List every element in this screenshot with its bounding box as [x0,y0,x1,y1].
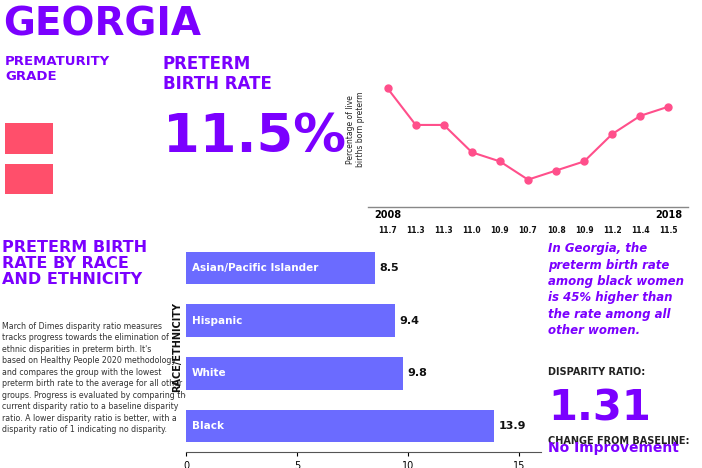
Text: 11.5: 11.5 [659,227,677,235]
Bar [186,304,395,337]
Text: March of Dimes disparity ratio measures
tracks progress towards the elimination : March of Dimes disparity ratio measures … [2,322,190,434]
Text: GEORGIA: GEORGIA [4,5,201,43]
Text: 10.9: 10.9 [491,227,509,235]
Text: In Georgia, the
preterm birth rate
among black women
is 45% higher than
the rate: In Georgia, the preterm birth rate among… [548,242,684,337]
Text: 11.3: 11.3 [435,227,453,235]
Text: 13.9: 13.9 [499,421,526,431]
Text: 11.4: 11.4 [631,227,649,235]
Text: 10.9: 10.9 [575,227,593,235]
Text: 11.7: 11.7 [378,227,397,235]
Text: No Improvement: No Improvement [548,441,679,455]
Y-axis label: RACE/ETHNICITY: RACE/ETHNICITY [172,302,182,392]
Bar [5,123,53,154]
Bar [186,357,404,390]
Text: White: White [192,368,226,378]
Bar [186,251,375,284]
Text: 8.5: 8.5 [379,263,399,273]
Text: DISPARITY RATIO:: DISPARITY RATIO: [548,367,645,377]
Text: Black: Black [192,421,223,431]
Text: CHANGE FROM BASELINE:: CHANGE FROM BASELINE: [548,436,689,446]
Text: 9.8: 9.8 [408,368,428,378]
Text: 11.3: 11.3 [406,227,425,235]
Text: 11.2: 11.2 [603,227,621,235]
Text: Hispanic: Hispanic [192,315,242,326]
Bar [5,164,53,194]
Text: PRETERM BIRTH
RATE BY RACE
AND ETHNICITY: PRETERM BIRTH RATE BY RACE AND ETHNICITY [2,240,147,287]
Text: 11.0: 11.0 [463,227,481,235]
Text: 10.8: 10.8 [547,227,565,235]
Text: 11.5%: 11.5% [163,110,346,162]
Text: 10.7: 10.7 [519,227,537,235]
Text: PREMATURITY
GRADE: PREMATURITY GRADE [5,55,110,83]
Text: PRETERM
BIRTH RATE: PRETERM BIRTH RATE [163,55,272,93]
Bar [186,410,494,442]
Text: 1.31: 1.31 [548,387,651,429]
Text: 9.4: 9.4 [399,315,419,326]
Text: Asian/Pacific Islander: Asian/Pacific Islander [192,263,318,273]
Y-axis label: Percentage of live
births born preterm: Percentage of live births born preterm [346,92,365,167]
